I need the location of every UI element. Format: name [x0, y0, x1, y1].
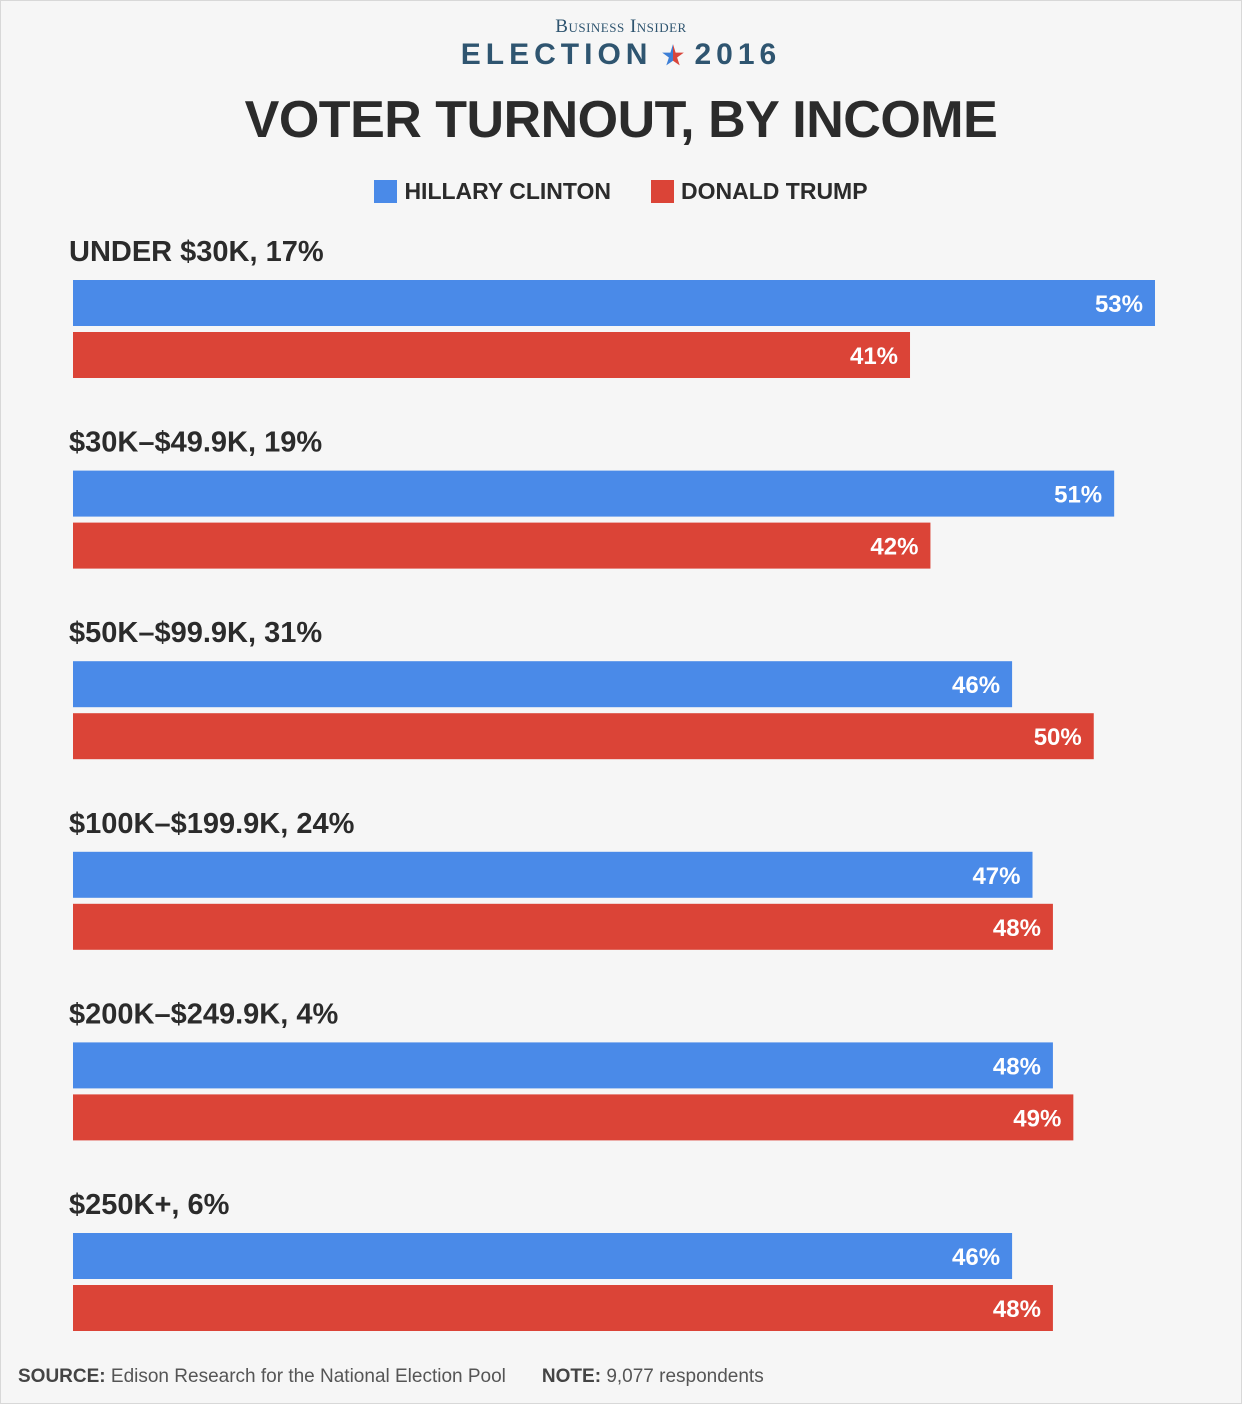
value-label-clinton: 48%: [993, 1053, 1041, 1080]
value-label-trump: 41%: [850, 343, 898, 370]
value-label-trump: 50%: [1034, 724, 1082, 751]
value-label-clinton: 46%: [952, 672, 1000, 699]
legend-swatch-clinton: [374, 180, 398, 203]
category-label: $250K+, 6%: [69, 1189, 230, 1221]
legend: HILLARY CLINTON DONALD TRUMP: [0, 178, 1242, 205]
chart-title: VOTER TURNOUT, BY INCOME: [244, 91, 998, 149]
edition-word: ELECTION: [460, 38, 653, 71]
bar-clinton: [73, 851, 1033, 898]
bar-trump: [73, 332, 911, 378]
legend-label-clinton: HILLARY CLINTON: [404, 178, 612, 204]
category-label: $200K–$249.9K, 4%: [69, 998, 338, 1030]
legend-item-trump: DONALD TRUMP: [651, 178, 868, 205]
bar-trump: [73, 713, 1094, 760]
footer: SOURCE: Edison Research for the National…: [18, 1366, 764, 1388]
edition-year: 2016: [694, 38, 782, 71]
bar-clinton: [73, 280, 1155, 326]
value-label-clinton: 53%: [1095, 291, 1143, 318]
star-icon: [662, 44, 685, 66]
value-label-trump: 42%: [870, 534, 918, 561]
value-label-trump: 48%: [993, 915, 1041, 942]
bar-clinton: [73, 1042, 1053, 1089]
bar-trump: [73, 1285, 1053, 1331]
bar-clinton: [73, 661, 1013, 708]
value-label-trump: 49%: [1013, 1105, 1061, 1132]
category-label: $50K–$99.9K, 31%: [69, 617, 322, 649]
bar-clinton: [73, 470, 1115, 517]
bar-trump: [73, 1094, 1074, 1141]
source-note: SOURCE: Edison Research for the National…: [18, 1366, 506, 1388]
category-label: $100K–$199.9K, 24%: [69, 808, 355, 840]
category-label: $30K–$49.9K, 19%: [69, 427, 322, 459]
bar-trump: [73, 522, 931, 569]
respondents-note: NOTE: 9,077 respondents: [542, 1366, 764, 1388]
value-label-trump: 48%: [993, 1296, 1041, 1323]
legend-swatch-trump: [651, 180, 675, 203]
bar-clinton: [73, 1233, 1013, 1279]
bar-trump: [73, 903, 1053, 950]
category-label: UNDER $30K, 17%: [69, 236, 324, 268]
source-text: Edison Research for the National Electio…: [110, 1366, 506, 1387]
note-text: 9,077 respondents: [606, 1366, 764, 1387]
legend-item-clinton: HILLARY CLINTON: [374, 178, 611, 205]
legend-label-trump: DONALD TRUMP: [681, 178, 868, 204]
value-label-clinton: 46%: [952, 1244, 1000, 1271]
value-label-clinton: 47%: [972, 863, 1020, 890]
edition-banner: ELECTION 2016: [0, 38, 1242, 72]
note-label: NOTE:: [541, 1366, 602, 1387]
value-label-clinton: 51%: [1054, 482, 1102, 509]
source-label: SOURCE:: [18, 1366, 106, 1387]
brand-name: Business Insider: [555, 16, 687, 37]
